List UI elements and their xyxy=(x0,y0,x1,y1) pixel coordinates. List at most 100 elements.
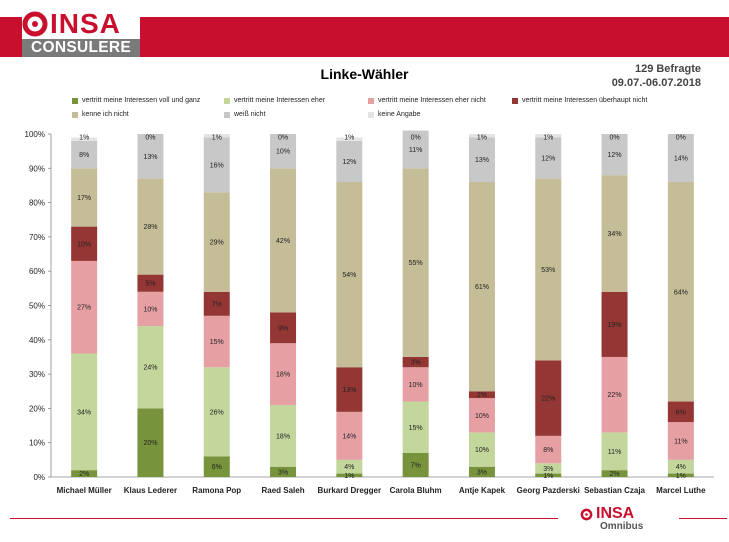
bar-segment xyxy=(535,134,562,138)
data-label: 29% xyxy=(210,240,224,247)
legend-swatch xyxy=(224,97,230,104)
data-label: 26% xyxy=(210,409,224,416)
data-label: 2% xyxy=(477,392,487,399)
y-tick-label: 80% xyxy=(29,199,45,208)
bar-segment xyxy=(203,137,230,193)
data-label: 7% xyxy=(411,462,421,469)
chart-title: Linke-Wähler xyxy=(320,66,409,82)
data-label: 4% xyxy=(344,464,354,471)
bar-segment xyxy=(71,260,98,354)
footer-sub: Omnibus xyxy=(600,521,644,532)
data-label: 1% xyxy=(543,135,553,142)
data-label: 6% xyxy=(676,409,686,416)
data-label: 11% xyxy=(409,147,423,154)
bar-segment xyxy=(203,315,230,368)
bar-segment xyxy=(468,391,495,399)
footer-divider-left xyxy=(10,518,558,519)
bar-segment xyxy=(601,356,628,433)
bar-segment xyxy=(203,192,230,292)
data-label: 3% xyxy=(543,466,553,473)
x-category-label: Carola Bluhm xyxy=(390,486,442,495)
bar-segment xyxy=(203,134,230,138)
bar-segment xyxy=(270,404,297,467)
bar-segment xyxy=(402,168,429,357)
y-tick-label: 20% xyxy=(29,404,45,413)
data-label: 19% xyxy=(608,322,622,329)
bar-segment xyxy=(270,134,297,169)
data-label: 12% xyxy=(541,156,555,163)
data-label: 4% xyxy=(676,464,686,471)
respondent-info: 129 Befragte 09.07.-06.07.2018 xyxy=(612,62,701,90)
legend-item: vertritt meine Interessen überhaupt nich… xyxy=(512,97,647,104)
data-label: 14% xyxy=(674,156,688,163)
bar-segment xyxy=(71,470,98,477)
x-category-label: Sebastian Czaja xyxy=(584,486,645,495)
y-tick-label: 100% xyxy=(25,130,45,139)
data-label: 10% xyxy=(475,413,489,420)
data-label: 15% xyxy=(409,425,423,432)
bar-segment xyxy=(137,326,164,409)
data-label: 12% xyxy=(342,159,356,166)
x-category-label: Antje Kapek xyxy=(459,486,506,495)
y-tick-label: 70% xyxy=(29,233,45,242)
bar-segment xyxy=(667,182,694,402)
data-label: 0% xyxy=(676,135,686,142)
bar-segment xyxy=(137,408,164,477)
bar-segment xyxy=(270,466,297,477)
legend-label: vertritt meine Interessen überhaupt nich… xyxy=(522,97,648,104)
bar-segment xyxy=(71,168,98,227)
legend-swatch xyxy=(512,97,518,104)
data-label: 6% xyxy=(212,464,222,471)
bar-segment xyxy=(535,463,562,474)
bar-segment xyxy=(336,367,363,412)
insa-omnibus-logo: INSA Omnibus xyxy=(580,506,672,536)
data-label: 64% xyxy=(674,289,688,296)
data-label: 2% xyxy=(609,471,619,478)
data-label: 10% xyxy=(276,149,290,156)
legend-label: vertritt meine Interessen eher nicht xyxy=(378,97,486,104)
bar-segment xyxy=(402,130,429,169)
legend-swatch xyxy=(224,111,230,118)
bar-segment xyxy=(137,178,164,275)
survey-period: 09.07.-06.07.2018 xyxy=(611,77,701,89)
data-label: 3% xyxy=(278,469,288,476)
bar-segment xyxy=(667,422,694,460)
y-tick-label: 90% xyxy=(29,164,45,173)
x-category-label: Georg Pazderski xyxy=(517,486,580,495)
stacked-bar-chart: 0% 10% 20% 30% 40% 50% 60% 70% 80% 90% 100% 2% 34% 27… xyxy=(25,130,714,495)
data-label: 13% xyxy=(475,157,489,164)
data-label: 2% xyxy=(79,471,89,478)
x-category-label: Michael Müller xyxy=(57,486,112,495)
data-label: 5% xyxy=(145,281,155,288)
data-label: 11% xyxy=(608,449,622,456)
legend-swatch xyxy=(72,111,78,118)
x-category-label: Marcel Luthe xyxy=(656,486,706,495)
data-label: 10% xyxy=(409,382,423,389)
bar-segment xyxy=(137,291,164,327)
data-label: 10% xyxy=(475,447,489,454)
data-label: 55% xyxy=(409,260,423,267)
bar-segment xyxy=(667,401,694,423)
bar-segment xyxy=(601,470,628,477)
insa-ring-icon-small xyxy=(580,508,593,521)
y-tick-label: 30% xyxy=(29,370,45,379)
bar-segment xyxy=(667,459,694,474)
legend-item: vertritt meine Interessen voll und ganz xyxy=(72,97,200,104)
legend-label: vertritt meine Interessen voll und ganz xyxy=(82,97,201,104)
bar-segment xyxy=(468,134,495,138)
data-label: 34% xyxy=(608,231,622,238)
legend-item: vertritt meine Interessen eher xyxy=(224,97,325,104)
y-tick-label: 0% xyxy=(33,473,45,482)
data-label: 7% xyxy=(212,301,222,308)
data-label: 1% xyxy=(543,473,553,480)
data-label: 1% xyxy=(676,473,686,480)
legend-swatch xyxy=(72,97,78,104)
data-label: 0% xyxy=(145,135,155,142)
bar-segment xyxy=(601,291,628,357)
bar-segment xyxy=(535,435,562,464)
data-label: 28% xyxy=(143,224,157,231)
data-label: 1% xyxy=(477,135,487,142)
data-label: 13% xyxy=(342,387,356,394)
bar-segment xyxy=(270,312,297,344)
data-label: 1% xyxy=(344,473,354,480)
